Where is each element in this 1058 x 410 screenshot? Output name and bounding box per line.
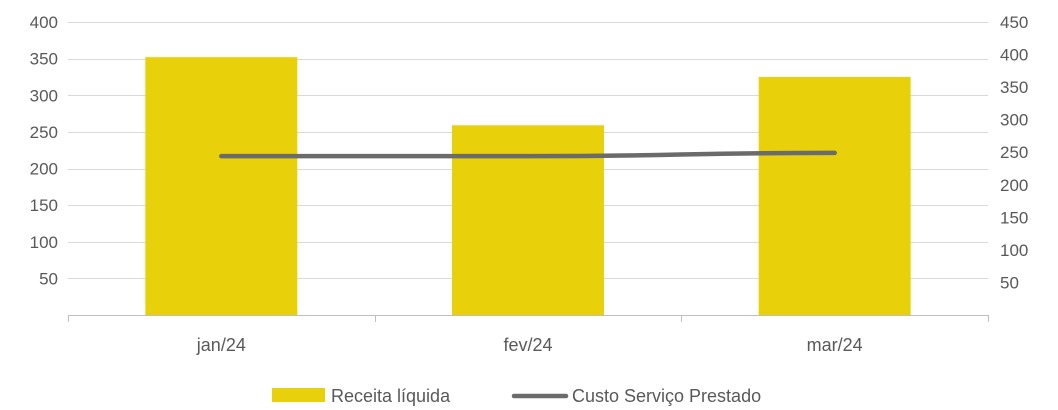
x-tick-label: mar/24 xyxy=(807,335,863,355)
x-ticks: jan/24 fev/24 mar/24 xyxy=(196,335,863,355)
y-left-tick-label: 250 xyxy=(30,123,58,142)
y-right-tick-label: 250 xyxy=(1000,143,1028,162)
axes xyxy=(68,315,989,322)
series-line xyxy=(219,150,837,159)
legend: Receita líquida Custo Serviço Prestado xyxy=(272,386,761,406)
y-right-tick-label: 100 xyxy=(1000,241,1028,260)
legend-swatch-bar xyxy=(272,388,325,402)
bar xyxy=(758,76,911,315)
y-right-tick-label: 300 xyxy=(1000,111,1028,130)
y-right-tick-label: 400 xyxy=(1000,46,1028,65)
y-left-tick-label: 100 xyxy=(30,233,58,252)
x-tick-label: jan/24 xyxy=(196,335,246,355)
legend-label: Receita líquida xyxy=(331,386,451,406)
y-right-tick-label: 350 xyxy=(1000,78,1028,97)
y-right-ticks: 50 100 150 200 250 300 350 400 450 xyxy=(1000,13,1028,292)
y-left-tick-label: 350 xyxy=(30,50,58,69)
bar xyxy=(145,57,298,315)
y-left-tick-label: 300 xyxy=(30,86,58,105)
y-right-tick-label: 450 xyxy=(1000,13,1028,32)
y-right-tick-label: 50 xyxy=(1000,273,1019,292)
x-tick-label: fev/24 xyxy=(503,335,552,355)
y-right-tick-label: 200 xyxy=(1000,176,1028,195)
legend-label: Custo Serviço Prestado xyxy=(572,386,761,406)
line-series xyxy=(219,150,837,159)
y-left-tick-label: 150 xyxy=(30,196,58,215)
y-left-tick-label: 50 xyxy=(39,269,58,288)
y-left-tick-label: 200 xyxy=(30,160,58,179)
y-left-ticks: 50 100 150 200 250 300 350 400 xyxy=(30,13,58,288)
y-right-tick-label: 150 xyxy=(1000,208,1028,227)
y-left-tick-label: 400 xyxy=(30,13,58,32)
